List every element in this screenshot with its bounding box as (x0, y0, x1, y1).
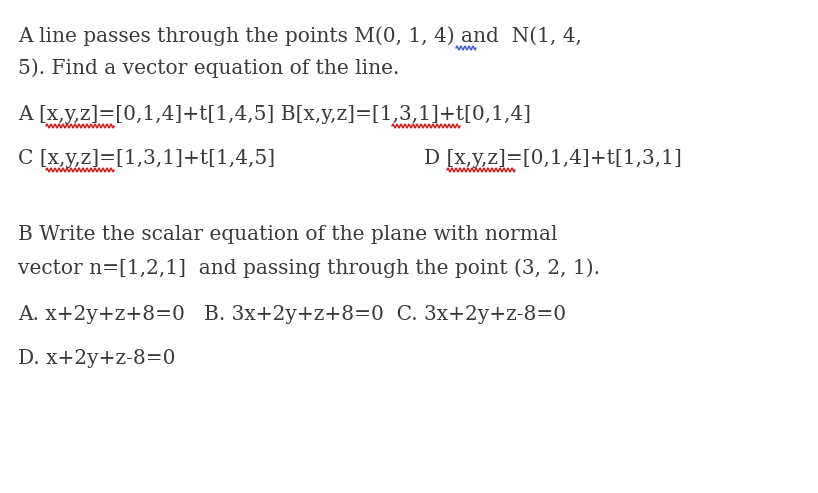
Text: D. x+2y+z-8=0: D. x+2y+z-8=0 (18, 349, 176, 368)
Text: C [x,y,z]=[1,3,1]+t[1,4,5]: C [x,y,z]=[1,3,1]+t[1,4,5] (18, 149, 275, 168)
Text: vector n=[1,2,1]  and passing through the point (3, 2, 1).: vector n=[1,2,1] and passing through the… (18, 258, 600, 278)
Text: A line passes through the points M(0, 1, 4) and  N(1, 4,: A line passes through the points M(0, 1,… (18, 26, 582, 46)
Text: A. x+2y+z+8=0   B. 3x+2y+z+8=0  C. 3x+2y+z-8=0: A. x+2y+z+8=0 B. 3x+2y+z+8=0 C. 3x+2y+z-… (18, 305, 566, 324)
Text: B Write the scalar equation of the plane with normal: B Write the scalar equation of the plane… (18, 225, 558, 244)
Text: A [x,y,z]=[0,1,4]+t[1,4,5] B[x,y,z]=[1,3,1]+t[0,1,4]: A [x,y,z]=[0,1,4]+t[1,4,5] B[x,y,z]=[1,3… (18, 105, 531, 124)
Text: 5). Find a vector equation of the line.: 5). Find a vector equation of the line. (18, 58, 399, 78)
Text: D [x,y,z]=[0,1,4]+t[1,3,1]: D [x,y,z]=[0,1,4]+t[1,3,1] (424, 149, 682, 168)
